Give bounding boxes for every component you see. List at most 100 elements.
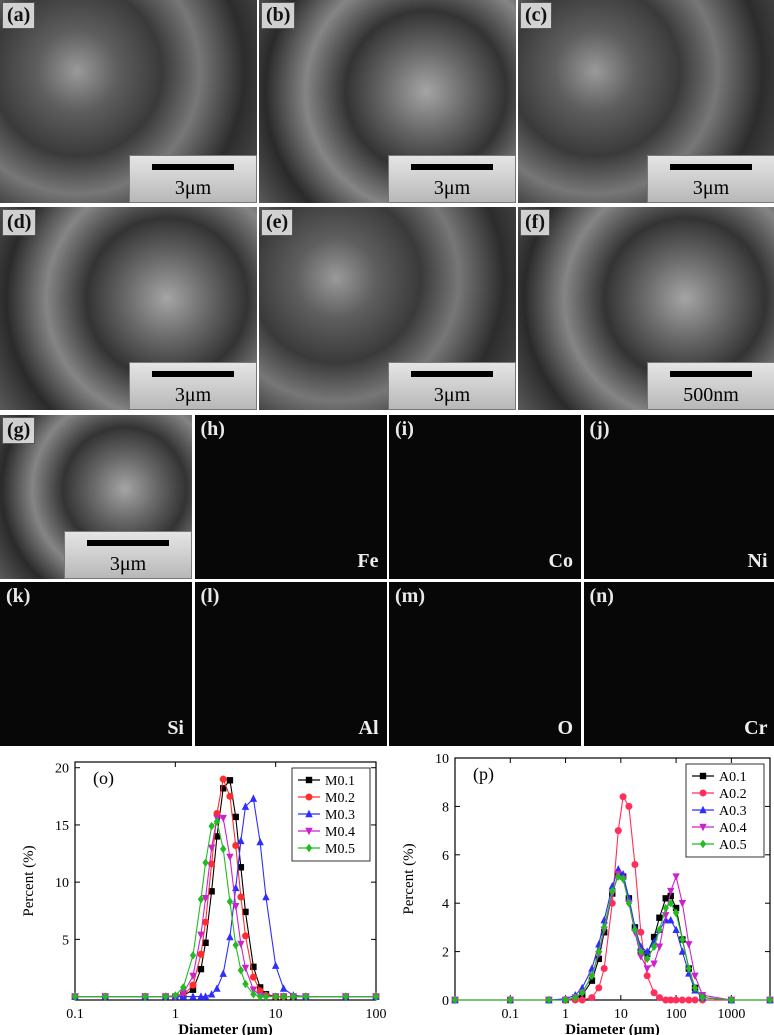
panel-label: (i) xyxy=(395,418,414,440)
marker xyxy=(650,960,658,968)
marker xyxy=(672,908,680,918)
marker xyxy=(643,965,651,973)
marker xyxy=(237,966,245,975)
panel-label: (d) xyxy=(2,209,37,236)
scale-bar-label: 3μm xyxy=(109,553,147,575)
marker xyxy=(226,792,234,800)
marker xyxy=(213,833,221,840)
panel-label: (o) xyxy=(93,768,114,789)
y-tick-label: 8 xyxy=(442,800,449,815)
x-tick-label: 0.1 xyxy=(502,1007,520,1022)
panel-label: (l) xyxy=(200,585,220,607)
x-axis-label: Diameter (μm) xyxy=(178,1022,272,1035)
marker xyxy=(685,941,693,949)
marker xyxy=(305,793,313,801)
legend-label: A0.1 xyxy=(719,770,747,785)
marker xyxy=(305,827,313,836)
marker xyxy=(202,858,209,867)
x-tick-label: 0.1 xyxy=(66,1007,84,1022)
marker xyxy=(650,942,658,951)
marker xyxy=(241,964,250,973)
scale-bar-label: 3μm xyxy=(174,384,212,406)
marker xyxy=(667,915,675,924)
marker xyxy=(672,996,680,1004)
marker xyxy=(667,996,675,1004)
marker xyxy=(650,989,658,997)
marker xyxy=(614,827,622,835)
marker xyxy=(643,954,651,964)
marker xyxy=(625,894,633,902)
marker xyxy=(672,873,680,881)
marker xyxy=(625,802,633,810)
marker xyxy=(766,995,774,1005)
marker xyxy=(197,895,205,904)
image-panel: (a) 3μm xyxy=(0,0,257,203)
image-panel: (l) Al xyxy=(194,582,387,746)
marker xyxy=(202,918,210,926)
x-tick-label: 1000 xyxy=(717,1007,745,1022)
legend-label: A0.5 xyxy=(719,838,747,853)
marker xyxy=(197,950,205,958)
marker xyxy=(619,793,627,801)
panel-label: (e) xyxy=(261,209,294,236)
marker xyxy=(189,972,197,981)
marker xyxy=(667,887,675,896)
image-panel: (b) 3μm xyxy=(259,0,516,203)
panel-label: (c) xyxy=(520,2,553,29)
element-label: Co xyxy=(548,550,573,572)
marker xyxy=(662,895,669,902)
marker xyxy=(650,933,658,941)
marker xyxy=(631,860,639,868)
marker xyxy=(662,996,670,1004)
scale-bar-line xyxy=(411,371,493,377)
panel-label: (h) xyxy=(200,418,225,440)
marker xyxy=(699,789,707,797)
y-tick-label: 5 xyxy=(62,933,69,948)
y-axis-label: Percent (%) xyxy=(21,845,37,916)
panel-label: (g) xyxy=(2,417,36,444)
marker xyxy=(237,864,245,871)
panel-label: (n) xyxy=(589,585,614,607)
marker xyxy=(250,963,257,971)
scale-bar-line xyxy=(670,164,752,170)
y-tick-label: 10 xyxy=(55,876,69,891)
marker xyxy=(189,986,197,993)
scale-bar-line xyxy=(411,164,493,170)
marker xyxy=(179,989,187,998)
legend-label: M0.5 xyxy=(325,842,355,857)
marker xyxy=(588,971,596,980)
x-tick-label: 1 xyxy=(172,1007,179,1022)
marker xyxy=(226,897,234,906)
panel-label: (a) xyxy=(2,2,36,29)
marker xyxy=(202,939,209,946)
x-tick-label: 1 xyxy=(562,1007,569,1022)
marker xyxy=(643,972,651,980)
y-tick-label: 2 xyxy=(442,946,449,961)
marker xyxy=(262,892,270,901)
marker xyxy=(213,817,221,826)
panel-label: (j) xyxy=(589,418,610,440)
image-panel: (n) Cr xyxy=(583,582,774,746)
marker xyxy=(667,892,674,900)
scale-bar: 3μm xyxy=(129,362,257,410)
marker xyxy=(305,843,313,853)
marker xyxy=(220,785,227,792)
marker xyxy=(609,886,616,896)
marker xyxy=(232,813,239,821)
marker xyxy=(305,776,313,784)
image-panel: (m) O xyxy=(389,582,581,746)
scale-bar-line xyxy=(152,164,234,170)
scale-bar: 3μm xyxy=(388,362,516,410)
marker xyxy=(691,972,699,980)
image-panel: (e) 3μm xyxy=(259,207,516,410)
marker xyxy=(237,893,245,901)
marker xyxy=(271,961,280,969)
element-label: Si xyxy=(167,717,184,739)
marker xyxy=(201,992,210,1000)
marker xyxy=(207,844,216,853)
legend-label: M0.3 xyxy=(325,808,355,823)
image-panel: (j) Ni xyxy=(583,415,774,579)
marker xyxy=(662,915,670,924)
marker xyxy=(189,951,197,960)
